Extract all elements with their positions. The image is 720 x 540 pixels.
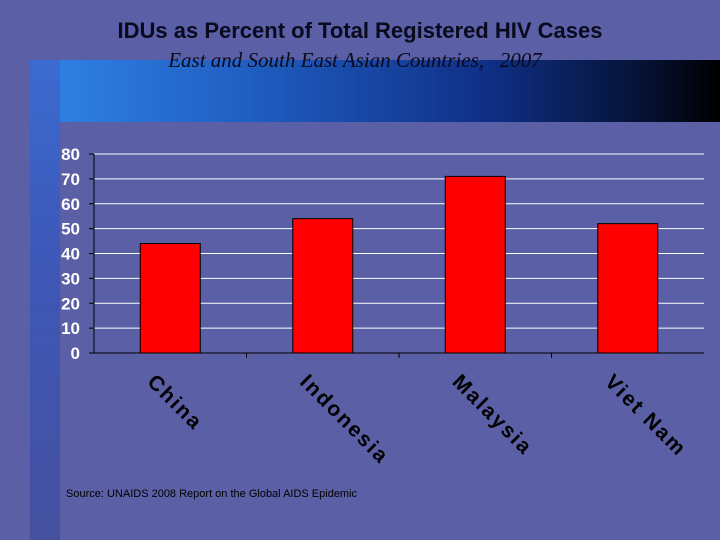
source-note: Source: UNAIDS 2008 Report on the Global… bbox=[66, 488, 358, 500]
y-tick-label: 80 bbox=[61, 145, 80, 164]
bar bbox=[444, 175, 506, 354]
slide-subtitle: East and South East Asian Countries, 200… bbox=[168, 48, 542, 72]
bar-chart: 0 10 20 30 40 50 60 70 80 China Indonesia Malaysia V… bbox=[61, 145, 704, 469]
x-category-label: China bbox=[143, 370, 208, 435]
x-category-label: Indonesia bbox=[295, 370, 393, 468]
y-tick-label: 50 bbox=[61, 220, 80, 239]
bar bbox=[292, 218, 354, 354]
decorative-left-band bbox=[30, 60, 60, 540]
x-category-label: Malaysia bbox=[448, 370, 537, 459]
bar bbox=[139, 243, 201, 354]
bars bbox=[139, 175, 659, 354]
decorative-header-band bbox=[60, 60, 720, 122]
y-tick-label: 40 bbox=[61, 245, 80, 264]
y-tick-label: 30 bbox=[61, 269, 80, 288]
y-tick-label: 70 bbox=[61, 170, 80, 189]
y-tick-label: 60 bbox=[61, 195, 80, 214]
axes bbox=[89, 153, 704, 358]
bar bbox=[597, 223, 659, 354]
x-category-label: Viet Nam bbox=[600, 370, 691, 461]
y-tick-label: 10 bbox=[61, 319, 80, 338]
slide-title: IDUs as Percent of Total Registered HIV … bbox=[117, 18, 603, 43]
y-tick-label: 0 bbox=[71, 344, 80, 363]
y-tick-label: 20 bbox=[61, 294, 80, 313]
